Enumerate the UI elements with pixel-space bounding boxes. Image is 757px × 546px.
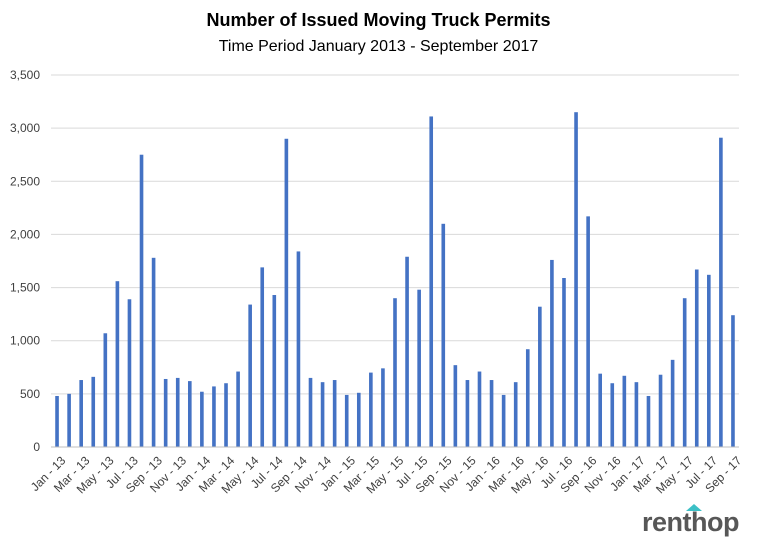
bar [296, 251, 301, 447]
bar [731, 315, 735, 447]
bar [344, 394, 349, 447]
y-tick-label: 3,000 [10, 121, 40, 135]
y-tick-label: 2,000 [10, 227, 40, 241]
bar [429, 116, 434, 448]
bar [91, 376, 96, 447]
y-tick-label: 1,000 [10, 334, 40, 348]
bar [405, 256, 409, 447]
bar [115, 281, 120, 447]
bar [453, 365, 458, 447]
bar [489, 380, 494, 447]
bar [248, 304, 252, 447]
bar [719, 137, 723, 448]
bar [562, 278, 566, 447]
y-tick-label: 500 [20, 387, 40, 401]
bar [369, 372, 373, 447]
chart-title: Number of Issued Moving Truck Permits [206, 10, 551, 30]
bar [513, 382, 518, 447]
chart-subtitle: Time Period January 2013 - September 201… [218, 38, 539, 55]
bar [175, 377, 180, 447]
bars [55, 112, 735, 448]
bar [707, 274, 711, 447]
bar [682, 298, 687, 447]
logo-text: renthop [642, 507, 740, 537]
y-axis-labels: 0 500 1,000 1,500 2,000 2,500 3,000 3,500 [10, 68, 40, 454]
bar [694, 269, 699, 447]
bar [308, 377, 313, 447]
bar [55, 395, 59, 447]
bar [622, 375, 627, 447]
y-tick-label: 0 [33, 440, 40, 454]
bar [598, 373, 603, 447]
bar [646, 395, 651, 447]
bar [103, 333, 108, 447]
y-tick-label: 2,500 [10, 174, 40, 188]
y-tick-label: 3,500 [10, 68, 40, 82]
y-tick-label: 1,500 [10, 281, 40, 295]
bar [658, 374, 663, 447]
bar [356, 392, 361, 447]
bar [525, 349, 530, 447]
bar [586, 216, 590, 447]
bar [163, 378, 168, 447]
bar [441, 223, 446, 447]
bar [393, 298, 397, 447]
bar [284, 138, 289, 447]
bar [465, 380, 470, 447]
bar [501, 394, 506, 447]
bar [670, 359, 675, 447]
bar [272, 295, 277, 447]
bar [538, 306, 542, 447]
bar [574, 112, 578, 447]
house-roof-icon [686, 504, 702, 511]
bar [332, 380, 337, 447]
bar [477, 371, 482, 447]
bar [236, 371, 240, 447]
renthop-logo: renthop [642, 504, 740, 538]
bar [67, 393, 71, 447]
bar [610, 383, 615, 447]
bar [417, 289, 421, 447]
bar [381, 368, 385, 447]
bar [151, 257, 156, 447]
bar [127, 299, 132, 447]
bar [79, 380, 83, 447]
bar [224, 383, 228, 447]
bar [212, 386, 216, 447]
bar [260, 267, 265, 447]
bar [634, 382, 639, 447]
bar [187, 381, 192, 447]
bar [200, 391, 204, 447]
bar [139, 154, 144, 447]
bar [550, 259, 554, 447]
bar [320, 382, 325, 447]
